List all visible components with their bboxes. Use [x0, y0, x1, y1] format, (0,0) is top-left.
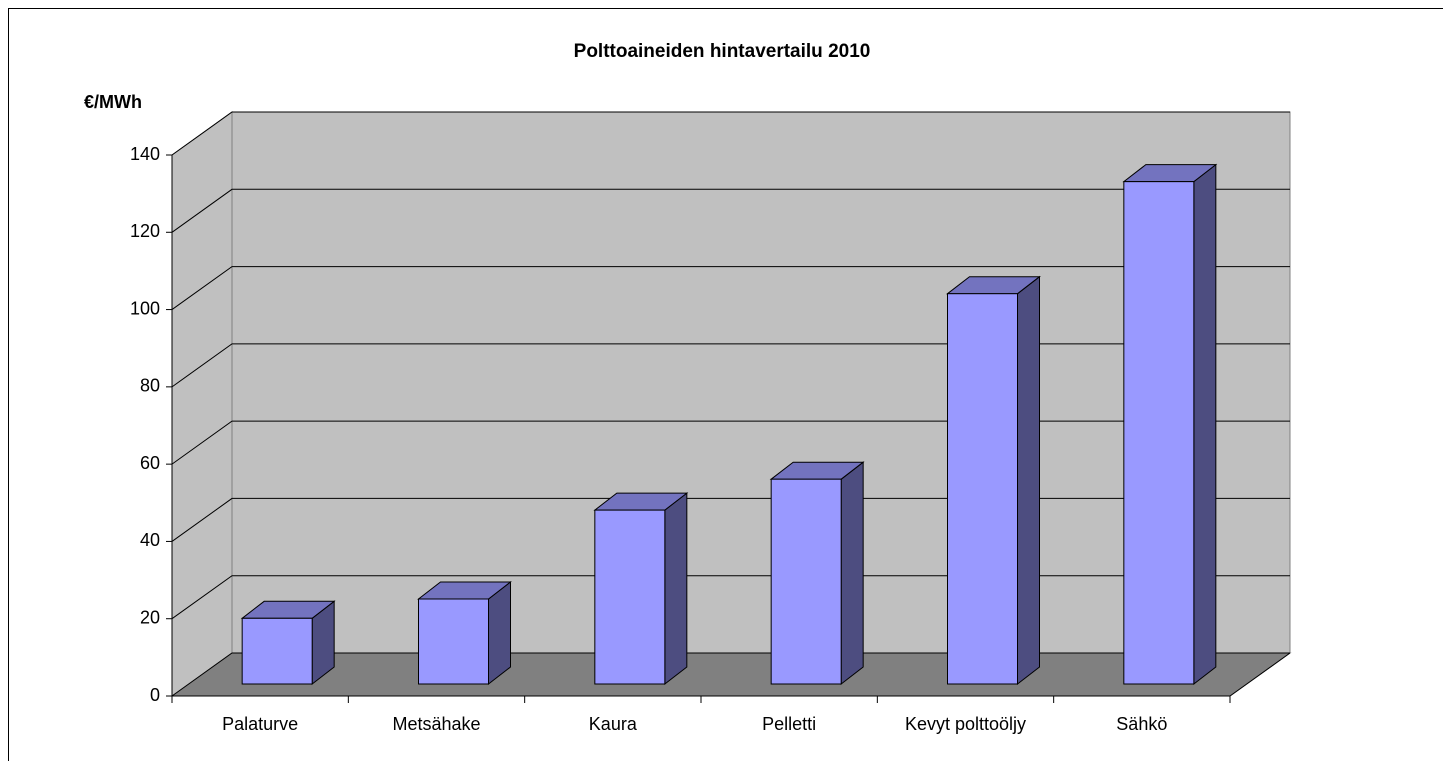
- x-tick-label: Metsähake: [392, 714, 480, 734]
- x-tick-label: Kevyt polttoöljy: [905, 714, 1026, 734]
- y-tick-label: 60: [140, 453, 160, 473]
- bar-side: [488, 580, 511, 686]
- floor: [170, 652, 1292, 697]
- bar: [947, 293, 1018, 685]
- chart-title: Polttoaineiden hintavertailu 2010: [574, 41, 871, 62]
- y-tick-label: 0: [150, 685, 160, 705]
- bar: [594, 509, 666, 685]
- grid-line: [171, 497, 1290, 542]
- x-tick-label: Kaura: [589, 714, 638, 734]
- y-tick-label: 100: [130, 298, 160, 318]
- side-wall: [171, 111, 233, 697]
- grid-line: [171, 188, 1290, 233]
- grid-line: [171, 652, 1290, 697]
- grid-line: [171, 343, 1290, 388]
- grid-line: [171, 420, 1290, 465]
- grid-line: [171, 575, 1290, 620]
- bar-side: [664, 492, 688, 686]
- bar: [1123, 181, 1195, 685]
- y-tick-label: 140: [130, 144, 160, 164]
- y-tick-label: 120: [130, 221, 160, 241]
- y-tick-label: 40: [140, 530, 160, 550]
- back-wall: [231, 111, 1291, 654]
- y-tick-label: 20: [140, 607, 160, 627]
- bar-side: [1017, 275, 1040, 686]
- x-tick-label: Palaturve: [222, 714, 298, 734]
- x-tick-label: Pelletti: [762, 714, 816, 734]
- bar: [418, 598, 489, 685]
- x-tick-label: Sähkö: [1116, 714, 1167, 734]
- y-axis-label: €/MWh: [84, 92, 142, 112]
- grid-line: [171, 266, 1290, 310]
- floor-edge: [1229, 652, 1291, 697]
- bar-side: [1193, 163, 1217, 686]
- bar-side: [840, 461, 864, 686]
- bar: [770, 478, 842, 685]
- bar: [241, 617, 313, 685]
- grid-line: [171, 111, 1290, 156]
- y-tick-label: 80: [140, 376, 160, 396]
